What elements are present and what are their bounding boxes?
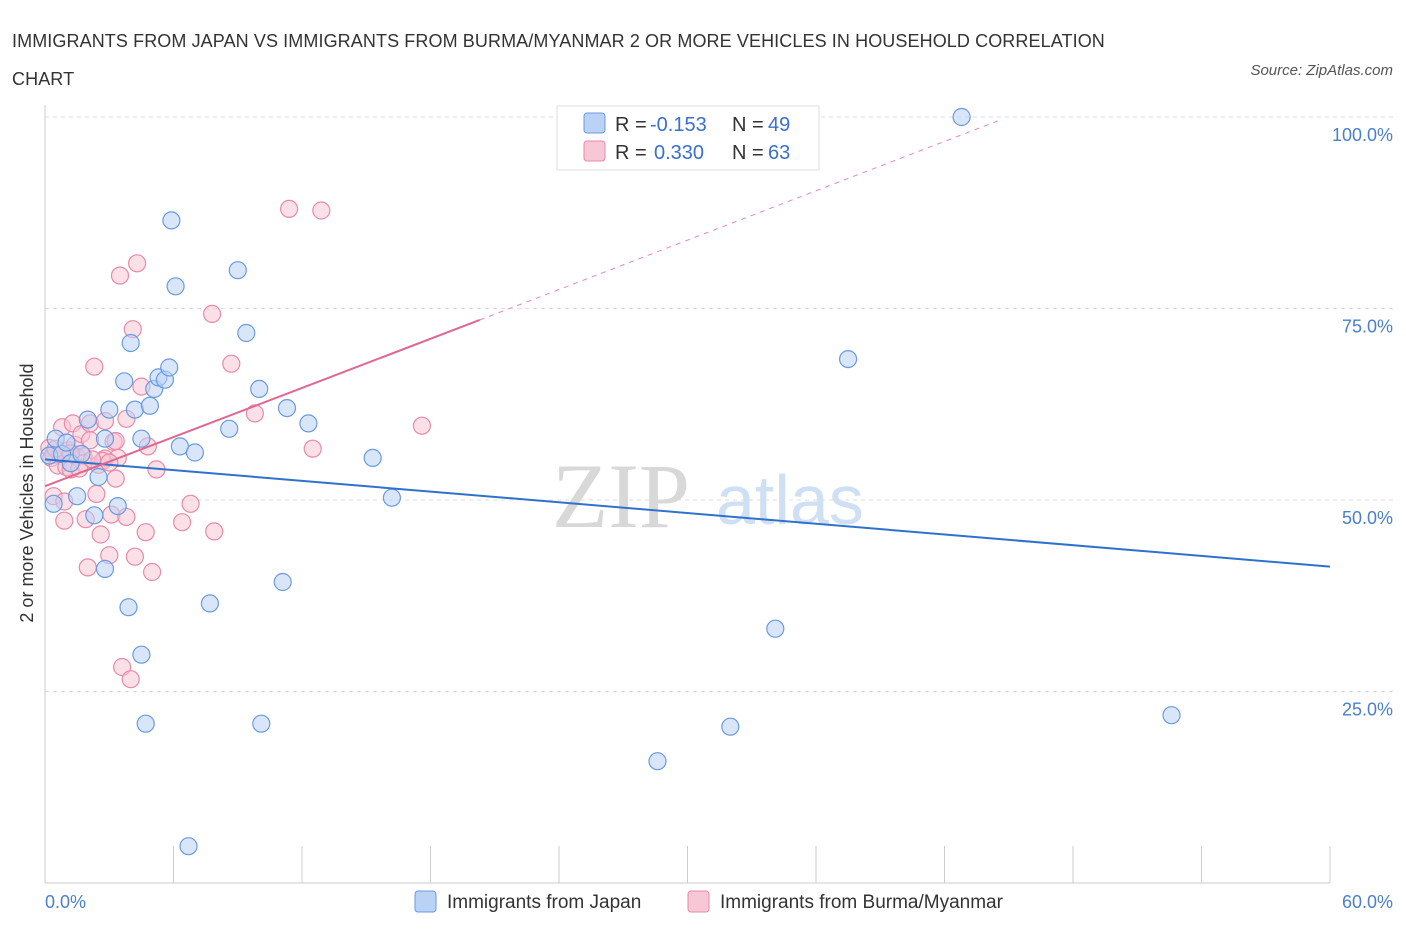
bottom-legend-burma-swatch: [687, 890, 710, 913]
y-tick-label-100: 100.0%: [1332, 125, 1393, 145]
burma-point: [85, 357, 104, 376]
japan-point: [766, 619, 785, 638]
japan-point: [72, 444, 91, 464]
japan-point: [228, 261, 247, 280]
japan-point: [115, 372, 134, 391]
y-tick-label-50: 50.0%: [1342, 508, 1393, 528]
bottom-legend-japan-label: Immigrants from Japan: [447, 892, 641, 913]
japan-point: [185, 443, 204, 462]
legend-burma-r-value: 0.330: [654, 142, 704, 164]
japan-point: [119, 598, 138, 617]
burma-trend-extension: [479, 120, 999, 321]
japan-point: [140, 396, 159, 415]
burma-point: [143, 562, 162, 582]
japan-point: [57, 433, 76, 452]
japan-point: [200, 594, 219, 613]
burma-point: [87, 484, 106, 503]
japan-point: [1162, 706, 1181, 725]
burma-point: [55, 511, 74, 530]
japan-point: [166, 277, 185, 296]
burma-point: [312, 201, 331, 220]
burma-point: [205, 522, 224, 541]
legend-burma-swatch: [583, 140, 606, 162]
burma-point: [303, 439, 322, 458]
burma-point: [222, 354, 241, 373]
burma-point: [181, 494, 200, 513]
japan-point: [100, 400, 119, 419]
burma-point: [91, 525, 110, 544]
japan-point: [250, 379, 269, 398]
japan-point: [136, 714, 155, 733]
japan-point: [121, 333, 140, 353]
burma-point: [412, 416, 431, 435]
japan-point: [838, 350, 858, 369]
legend-japan-r-value: -0.153: [650, 114, 707, 136]
trend-lines: [44, 120, 1331, 568]
legend-japan-swatch: [583, 112, 606, 134]
x-tick-label-min: 0.0%: [45, 892, 86, 912]
japan-point: [273, 572, 292, 592]
burma-point: [280, 199, 299, 218]
japan-point: [132, 429, 151, 448]
burma-point: [136, 523, 155, 542]
japan-point: [179, 837, 198, 856]
y-tick-label-25: 25.0%: [1342, 700, 1393, 720]
japan-trend-line: [44, 458, 1331, 568]
legend-burma-r-label: R =: [615, 142, 647, 164]
burma-point: [125, 547, 144, 566]
y-tick-labels: 100.0% 75.0% 50.0% 25.0%: [1332, 125, 1393, 720]
correlation-legend: R = -0.153 N = 49 R = 0.330 N = 63: [556, 105, 820, 171]
bottom-legend-japan-swatch: [414, 890, 437, 913]
burma-point: [110, 266, 130, 285]
japan-point: [160, 358, 179, 377]
burma-point: [78, 558, 97, 577]
burma-point: [173, 513, 192, 532]
burma-point: [106, 469, 125, 488]
japan-point: [952, 107, 971, 127]
burma-point: [203, 304, 222, 323]
japan-point: [78, 410, 97, 429]
japan-point: [67, 487, 87, 506]
watermark: ZIP atlas: [552, 445, 864, 547]
japan-point: [44, 494, 63, 513]
burma-point: [128, 254, 147, 273]
burma-point: [121, 670, 140, 689]
japan-point: [108, 497, 127, 516]
watermark-zip: ZIP: [552, 445, 690, 547]
japan-point: [363, 448, 382, 467]
japan-point: [85, 506, 104, 525]
japan-point: [299, 414, 318, 433]
japan-point: [252, 714, 271, 733]
japan-point: [382, 488, 401, 507]
japan-point: [162, 211, 181, 230]
source-credit: Source: ZipAtlas.com: [1250, 62, 1393, 79]
legend-burma-n-value: 63: [768, 142, 790, 164]
series-legend: Immigrants from Japan Immigrants from Bu…: [414, 890, 1004, 913]
japan-point: [89, 467, 108, 487]
gridlines: [45, 116, 1393, 692]
y-axis-label: 2 or more Vehicles in Household: [17, 363, 37, 622]
japan-point: [220, 419, 239, 438]
japan-series-points: [40, 107, 1181, 856]
japan-point: [648, 752, 667, 771]
burma-trend-line: [44, 319, 481, 488]
japan-point: [721, 717, 740, 736]
legend-burma-n-label: N =: [732, 142, 764, 164]
japan-point: [132, 645, 151, 664]
chart-title: IMMIGRANTS FROM JAPAN VS IMMIGRANTS FROM…: [12, 31, 1105, 89]
japan-point: [125, 400, 144, 419]
japan-point: [237, 323, 256, 343]
japan-point: [95, 559, 115, 579]
japan-point: [277, 399, 297, 418]
y-tick-label-75: 75.0%: [1342, 317, 1393, 337]
x-tick-label-max: 60.0%: [1342, 892, 1393, 912]
legend-japan-r-label: R =: [615, 114, 647, 136]
japan-point: [95, 429, 115, 448]
legend-japan-n-value: 49: [768, 114, 790, 136]
bottom-legend-burma-label: Immigrants from Burma/Myanmar: [720, 892, 1004, 913]
legend-japan-n-label: N =: [732, 114, 764, 136]
